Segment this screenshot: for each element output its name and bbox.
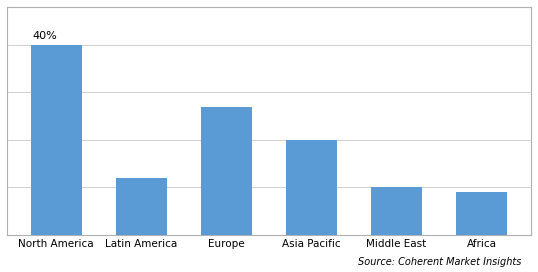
Bar	[286, 140, 337, 234]
Bar	[116, 178, 167, 234]
Text: 40%: 40%	[32, 31, 57, 41]
Bar	[371, 187, 422, 234]
Bar	[456, 192, 507, 234]
Bar	[31, 45, 82, 234]
Bar	[201, 107, 252, 234]
Text: Source: Coherent Market Insights: Source: Coherent Market Insights	[358, 256, 522, 267]
